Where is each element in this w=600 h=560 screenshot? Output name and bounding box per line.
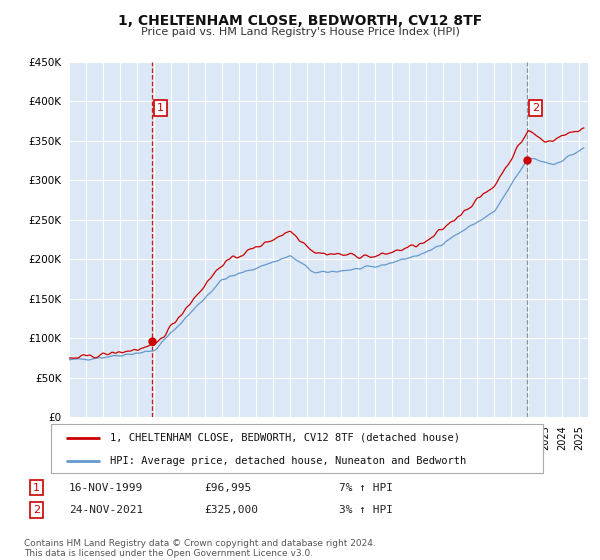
Text: Contains HM Land Registry data © Crown copyright and database right 2024.: Contains HM Land Registry data © Crown c… bbox=[24, 539, 376, 548]
Text: 24-NOV-2021: 24-NOV-2021 bbox=[69, 505, 143, 515]
Text: 2: 2 bbox=[33, 505, 40, 515]
Text: 1: 1 bbox=[33, 483, 40, 493]
Text: 16-NOV-1999: 16-NOV-1999 bbox=[69, 483, 143, 493]
Text: This data is licensed under the Open Government Licence v3.0.: This data is licensed under the Open Gov… bbox=[24, 549, 313, 558]
Text: 2: 2 bbox=[532, 103, 539, 113]
Text: Price paid vs. HM Land Registry's House Price Index (HPI): Price paid vs. HM Land Registry's House … bbox=[140, 27, 460, 37]
Text: £325,000: £325,000 bbox=[204, 505, 258, 515]
Text: HPI: Average price, detached house, Nuneaton and Bedworth: HPI: Average price, detached house, Nune… bbox=[110, 456, 466, 466]
Text: 3% ↑ HPI: 3% ↑ HPI bbox=[339, 505, 393, 515]
Text: 7% ↑ HPI: 7% ↑ HPI bbox=[339, 483, 393, 493]
Text: £96,995: £96,995 bbox=[204, 483, 251, 493]
FancyBboxPatch shape bbox=[51, 424, 543, 473]
Text: 1: 1 bbox=[157, 103, 164, 113]
Text: 1, CHELTENHAM CLOSE, BEDWORTH, CV12 8TF (detached house): 1, CHELTENHAM CLOSE, BEDWORTH, CV12 8TF … bbox=[110, 433, 460, 443]
Text: 1, CHELTENHAM CLOSE, BEDWORTH, CV12 8TF: 1, CHELTENHAM CLOSE, BEDWORTH, CV12 8TF bbox=[118, 14, 482, 28]
